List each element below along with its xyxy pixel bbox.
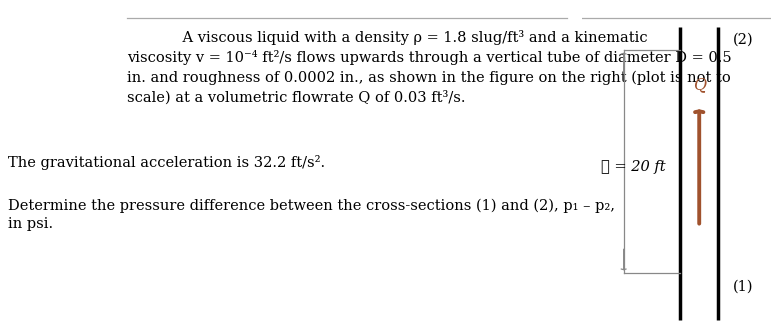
Text: Determine the pressure difference between the cross-sections (1) and (2), p₁ – p: Determine the pressure difference betwee… <box>8 198 614 231</box>
Text: Q: Q <box>692 76 705 93</box>
Text: (1): (1) <box>733 279 754 293</box>
Text: The gravitational acceleration is 32.2 ft/s².: The gravitational acceleration is 32.2 f… <box>8 155 325 170</box>
Text: (2): (2) <box>733 33 754 47</box>
Text: A viscous liquid with a density ρ = 1.8 slug/ft³ and a kinematic
viscosity v = 1: A viscous liquid with a density ρ = 1.8 … <box>127 30 732 104</box>
Text: ℓ = 20 ft: ℓ = 20 ft <box>601 160 665 173</box>
